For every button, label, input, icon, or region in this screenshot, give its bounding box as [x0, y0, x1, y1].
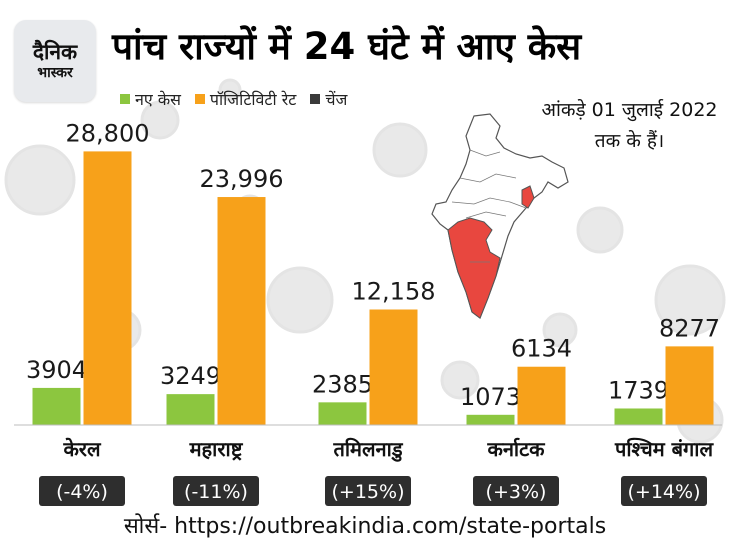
legend-swatch-new-cases [120, 94, 130, 104]
bar-label-new-cases-2: 2385 [312, 370, 373, 398]
category-label-1: महाराष्ट्र [189, 437, 244, 461]
bar-label-new-cases-0: 3904 [26, 356, 87, 384]
bar-new-cases-3 [466, 414, 515, 425]
category-label-3: कर्नाटक [486, 437, 546, 461]
chart-legend: नए केस पॉजिटिविटी रेट चेंज [120, 88, 347, 110]
bar-positivity-2 [369, 309, 418, 425]
bar-label-new-cases-1: 3249 [160, 362, 221, 390]
bar-label-positivity-2: 12,158 [352, 277, 436, 305]
bar-positivity-3 [517, 366, 566, 425]
source-text: सोर्स- https://outbreakindia.com/state-p… [123, 514, 607, 539]
india-highlight-south [447, 217, 501, 319]
change-label-3: (+3%) [486, 481, 547, 503]
legend-label-positivity: पॉजिटिविटी रेट [209, 90, 297, 109]
bar-new-cases-2 [318, 402, 367, 425]
data-date-note: आंकड़े 01 जुलाई 2022 तक के हैं। [541, 99, 718, 152]
change-badge-3 [473, 476, 559, 506]
legend-item-change: चेंज [310, 88, 347, 110]
chart-title: पांच राज्यों में 24 घंटे में आए केस [112, 25, 582, 68]
category-label-2: तमिलनाडु [332, 437, 403, 462]
bar-label-positivity-3: 6134 [511, 335, 572, 363]
change-label-2: (+15%) [332, 481, 405, 503]
bar-label-positivity-4: 8277 [659, 314, 720, 342]
brand-logo-line2: भास्कर [37, 65, 73, 81]
change-label-1: (-11%) [184, 481, 248, 503]
legend-item-positivity: पॉजिटिविटी रेट [194, 88, 297, 110]
bar-label-new-cases-3: 1073 [460, 383, 521, 411]
category-label-0: केरल [62, 437, 102, 461]
india-highlight-east [521, 185, 535, 209]
legend-label-change: चेंज [325, 90, 348, 109]
legend-item-new-cases: नए केस [120, 88, 181, 110]
bar-new-cases-4 [614, 408, 663, 425]
bar-positivity-0 [83, 151, 132, 425]
bar-positivity-4 [665, 346, 714, 425]
bar-positivity-1 [217, 197, 266, 425]
change-badge-4 [621, 476, 707, 506]
category-label-4: पश्चिम बंगाल [614, 437, 715, 461]
legend-swatch-positivity [194, 94, 205, 104]
bar-label-new-cases-4: 1739 [608, 376, 669, 404]
legend-swatch-change [310, 94, 321, 104]
bar-new-cases-1 [166, 394, 215, 425]
change-label-0: (-4%) [56, 481, 108, 503]
legend-label-new-cases: नए केस [135, 90, 181, 109]
change-badge-1 [173, 476, 259, 506]
change-badge-2 [325, 476, 411, 506]
india-map-icon [431, 113, 569, 319]
change-label-4: (+14%) [628, 481, 701, 503]
brand-logo: दैनिक भास्कर [14, 20, 96, 102]
bar-label-positivity-0: 28,800 [66, 119, 150, 147]
bar-new-cases-0 [32, 387, 81, 425]
change-badge-0 [39, 476, 125, 506]
brand-logo-line1: दैनिक [32, 40, 78, 64]
bar-label-positivity-1: 23,996 [200, 165, 284, 193]
